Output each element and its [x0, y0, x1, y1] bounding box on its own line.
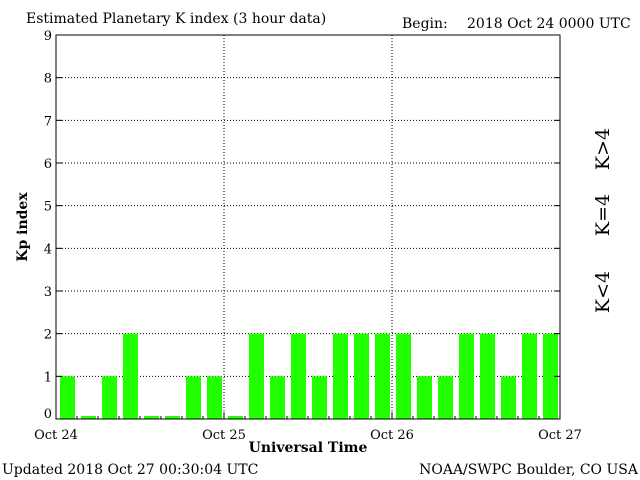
kp-bar — [60, 376, 75, 419]
x-tick-label: Oct 24 — [34, 428, 78, 443]
kp-bar — [438, 376, 453, 419]
y-tick-label: 1 — [44, 370, 52, 385]
legend-k-less-4: K<4 — [592, 271, 614, 313]
kp-bar — [81, 416, 96, 419]
ticks: 0 1 2 3 4 5 6 7 8 9 Oct 24 Oct 25 Oct 26 Oct 27 — [34, 29, 582, 443]
y-tick-label: 5 — [44, 200, 52, 215]
kp-bar — [270, 376, 285, 419]
kp-bar — [396, 333, 411, 419]
updated-timestamp: Updated 2018 Oct 27 00:30:04 UTC — [2, 462, 258, 478]
grid-lines — [56, 35, 560, 419]
kp-bar — [312, 376, 327, 419]
y-tick-label: 0 — [44, 407, 52, 422]
kp-bar — [333, 333, 348, 419]
y-tick-label: 8 — [44, 72, 52, 87]
kp-bar — [480, 333, 495, 419]
y-axis-label: Kp index — [15, 192, 31, 262]
begin-value: 2018 Oct 24 0000 UTC — [467, 16, 631, 32]
kp-bar — [249, 333, 264, 419]
kp-bar — [501, 376, 516, 419]
y-tick-label: 3 — [44, 285, 52, 300]
legend-k-equals-4: K=4 — [592, 194, 614, 236]
kp-bar — [123, 333, 138, 419]
y-tick-label: 7 — [44, 114, 52, 129]
kp-bar — [207, 376, 222, 419]
begin-label: Begin: — [402, 16, 448, 32]
kp-bar — [291, 333, 306, 419]
kp-bar — [165, 416, 180, 419]
kp-bar — [186, 376, 201, 419]
kp-bar — [144, 416, 159, 419]
kp-bar — [102, 376, 117, 419]
source-credit: NOAA/SWPC Boulder, CO USA — [419, 462, 639, 478]
x-tick-label: Oct 26 — [370, 428, 414, 443]
x-tick-label: Oct 27 — [538, 428, 582, 443]
y-tick-label: 9 — [44, 29, 52, 44]
bars — [60, 333, 558, 419]
y-tick-label: 2 — [44, 328, 52, 343]
kp-bar — [228, 416, 243, 419]
kp-bar — [375, 333, 390, 419]
kp-bar — [522, 333, 537, 419]
y-tick-label: 4 — [44, 242, 52, 257]
x-tick-label: Oct 25 — [202, 428, 246, 443]
chart-title: Estimated Planetary K index (3 hour data… — [26, 11, 326, 27]
x-axis-label: Universal Time — [249, 440, 368, 456]
kp-bar — [459, 333, 474, 419]
kp-bar — [417, 376, 432, 419]
kp-bar — [354, 333, 369, 419]
plot-frame — [55, 34, 561, 420]
y-tick-label: 6 — [44, 157, 52, 172]
kp-bar — [543, 333, 558, 419]
legend-k-greater-4: K>4 — [592, 128, 614, 170]
